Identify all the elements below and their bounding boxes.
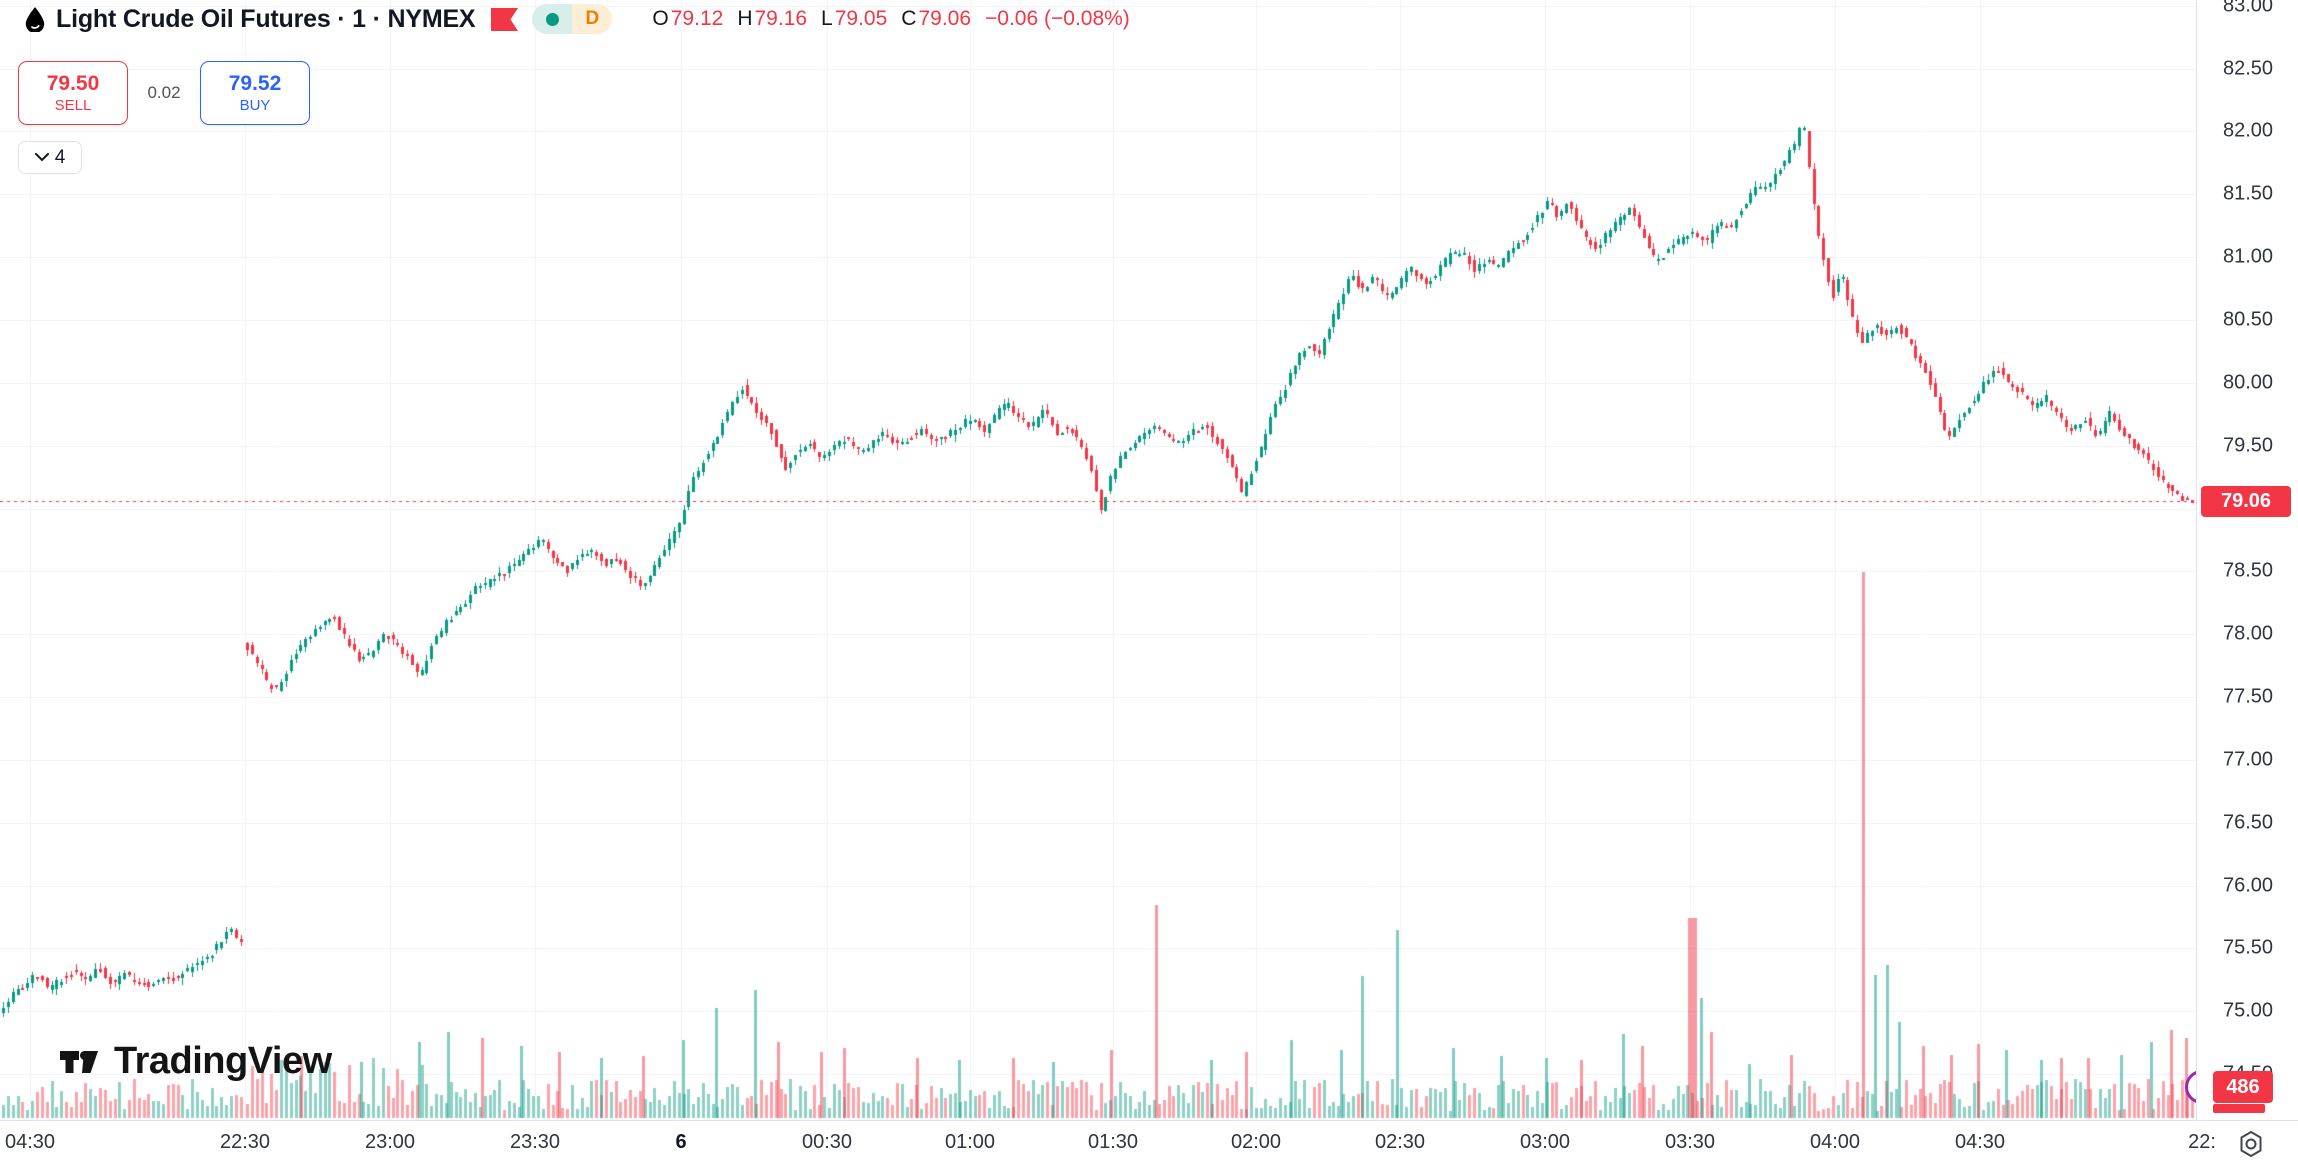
candlestick-chart[interactable] — [0, 0, 2196, 1120]
price-tick: 83.00 — [2222, 0, 2274, 17]
chevron-down-icon — [34, 153, 49, 162]
buy-price: 79.52 — [228, 71, 282, 95]
gear-settings-icon[interactable] — [2236, 1129, 2266, 1159]
buy-button[interactable]: 79.52 BUY — [200, 61, 310, 125]
price-tick: 77.00 — [2222, 748, 2274, 771]
change-value: −0.06 (−0.08%) — [985, 7, 1130, 30]
time-tick: 04:30 — [4, 1131, 56, 1153]
spread-value: 0.02 — [147, 83, 181, 102]
tradingview-watermark: TradingView — [58, 1040, 332, 1083]
price-tick: 78.50 — [2222, 559, 2274, 582]
time-tick: 22:30 — [219, 1131, 271, 1153]
low-label: L — [821, 7, 833, 30]
time-tick: 02:30 — [1374, 1131, 1426, 1153]
time-tick: 03:00 — [1519, 1131, 1571, 1153]
order-panel: 79.50 SELL 0.02 79.52 BUY — [18, 61, 310, 125]
time-tick: 23:30 — [509, 1131, 561, 1153]
time-axis[interactable]: 04:30 22:30 23:00 23:30 6 00:30 01:00 01:30 02:0… — [0, 1120, 2298, 1168]
market-status-interval-pill[interactable]: D — [532, 4, 613, 34]
time-tick: 23:00 — [364, 1131, 416, 1153]
flag-icon[interactable] — [491, 7, 519, 31]
sell-label: SELL — [54, 96, 92, 114]
time-tick: 04:30 — [1954, 1131, 2006, 1153]
ohlc-readout: O 79.12 H 79.16 L 79.05 C 79.06 −0.06 (−… — [638, 7, 1129, 31]
time-tick: 01:00 — [944, 1131, 996, 1153]
tradingview-watermark-text: TradingView — [114, 1040, 332, 1082]
price-tick: 80.00 — [2222, 371, 2274, 394]
buy-label: BUY — [239, 96, 271, 114]
market-open-dot-icon — [545, 12, 559, 26]
price-tick: 81.00 — [2222, 245, 2274, 268]
price-tick: 76.00 — [2222, 874, 2274, 897]
symbol-title[interactable]: Light Crude Oil Futures · 1 · NYMEX — [56, 4, 476, 33]
time-tick: 00:30 — [801, 1131, 853, 1153]
collapsed-count: 4 — [54, 146, 66, 168]
price-tick: 78.00 — [2222, 622, 2274, 645]
price-tick: 82.00 — [2222, 119, 2274, 142]
collapsed-drawings-button[interactable]: 4 — [18, 141, 82, 174]
market-open-indicator[interactable] — [532, 4, 573, 34]
price-tick: 77.50 — [2222, 685, 2274, 708]
price-tick: 79.50 — [2222, 434, 2274, 457]
price-tick: 81.50 — [2222, 182, 2274, 205]
time-tick: 22: — [2188, 1131, 2216, 1153]
price-tick: 75.50 — [2222, 936, 2274, 959]
time-tick: 04:00 — [1809, 1131, 1861, 1153]
low-value: 79.05 — [834, 7, 888, 30]
time-tick: 01:30 — [1087, 1131, 1139, 1153]
time-tick: 6 — [675, 1131, 687, 1153]
price-tick: 80.50 — [2222, 308, 2274, 331]
price-tick: 82.50 — [2222, 57, 2274, 80]
open-label: O — [652, 7, 669, 30]
time-tick: 02:00 — [1230, 1131, 1282, 1153]
sell-button[interactable]: 79.50 SELL — [18, 61, 128, 125]
current-price-badge: 79.06 — [2201, 485, 2291, 517]
volume-badge-secondary — [2213, 1104, 2265, 1113]
price-tick: 76.50 — [2222, 811, 2274, 834]
sell-price: 79.50 — [46, 71, 100, 95]
interval-d-badge[interactable]: D — [572, 4, 613, 34]
high-label: H — [737, 7, 753, 30]
close-value: 79.06 — [918, 7, 972, 30]
tradingview-logo-icon — [60, 1050, 98, 1073]
price-tick: 75.00 — [2222, 999, 2274, 1022]
close-label: C — [901, 7, 917, 30]
volume-badge: 486 — [2213, 1071, 2273, 1103]
oil-drop-logo-icon — [25, 7, 45, 32]
open-value: 79.12 — [670, 7, 724, 30]
high-value: 79.16 — [754, 7, 808, 30]
time-tick: 03:30 — [1664, 1131, 1716, 1153]
symbol-header: Light Crude Oil Futures · 1 · NYMEX D O … — [0, 0, 1130, 38]
price-axis[interactable]: 74.5075.0075.5076.0076.5077.0077.5078.00… — [2196, 0, 2298, 1120]
